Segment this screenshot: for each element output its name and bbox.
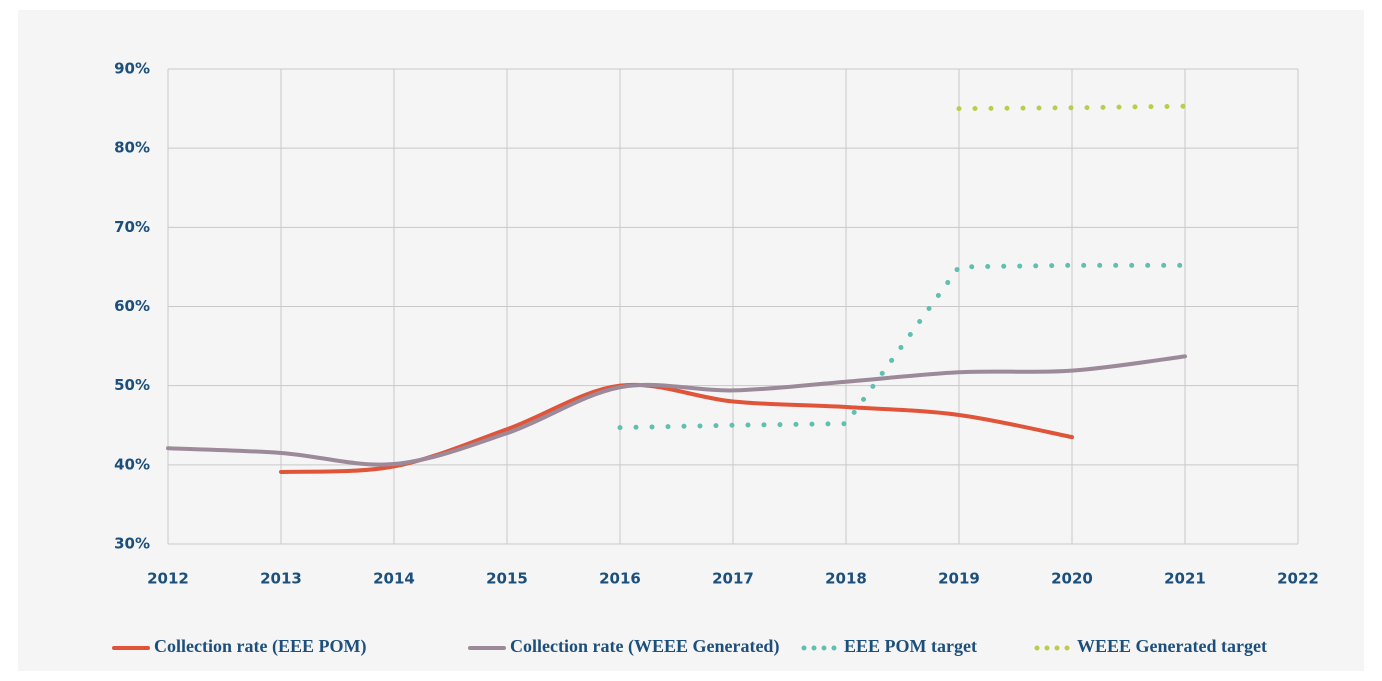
x-tick-label: 2014	[373, 570, 415, 588]
x-tick-label: 2019	[938, 570, 980, 588]
y-tick-label: 70%	[114, 218, 150, 236]
background	[18, 10, 1364, 671]
y-tick-label: 90%	[114, 60, 150, 78]
x-tick-label: 2012	[147, 570, 189, 588]
x-tick-label: 2013	[260, 570, 302, 588]
y-tick-label: 60%	[114, 297, 150, 315]
x-tick-label: 2015	[486, 570, 528, 588]
series-line	[956, 103, 1188, 112]
legend-label: EEE POM target	[844, 636, 977, 656]
x-tick-label: 2021	[1164, 570, 1206, 588]
x-tick-label: 2022	[1277, 570, 1319, 588]
x-tick-label: 2018	[825, 570, 867, 588]
series-line	[617, 262, 1188, 431]
y-tick-label: 50%	[114, 376, 150, 394]
legend-label: WEEE Generated target	[1077, 636, 1267, 656]
x-tick-label: 2020	[1051, 570, 1093, 588]
legend-label: Collection rate (WEEE Generated)	[510, 636, 779, 657]
x-tick-label: 2016	[599, 570, 641, 588]
series-line	[166, 354, 1187, 467]
x-tick-label: 2017	[712, 570, 754, 588]
y-tick-label: 80%	[114, 139, 150, 157]
y-tick-label: 30%	[114, 535, 150, 553]
legend-label: Collection rate (EEE POM)	[154, 636, 366, 657]
y-tick-label: 40%	[114, 455, 150, 473]
